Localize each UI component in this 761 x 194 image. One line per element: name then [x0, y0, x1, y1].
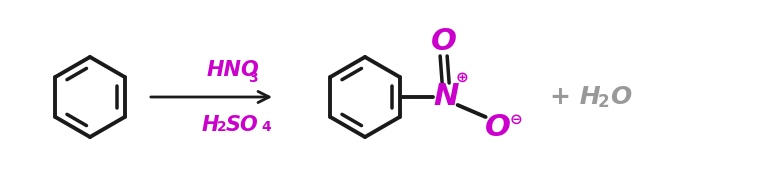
Text: 3: 3	[249, 71, 258, 85]
Text: N: N	[433, 82, 458, 112]
Text: 4: 4	[262, 120, 271, 134]
Text: HNO: HNO	[206, 60, 260, 80]
Text: H: H	[202, 115, 219, 135]
Text: O: O	[485, 113, 511, 141]
Text: SO: SO	[225, 115, 258, 135]
Text: 2: 2	[598, 93, 610, 111]
Text: 2: 2	[216, 120, 226, 134]
Text: + H: + H	[550, 85, 600, 109]
Text: ⊖: ⊖	[509, 112, 522, 126]
Text: O: O	[610, 85, 632, 109]
Text: O: O	[431, 28, 457, 56]
Text: ⊕: ⊕	[455, 69, 468, 85]
